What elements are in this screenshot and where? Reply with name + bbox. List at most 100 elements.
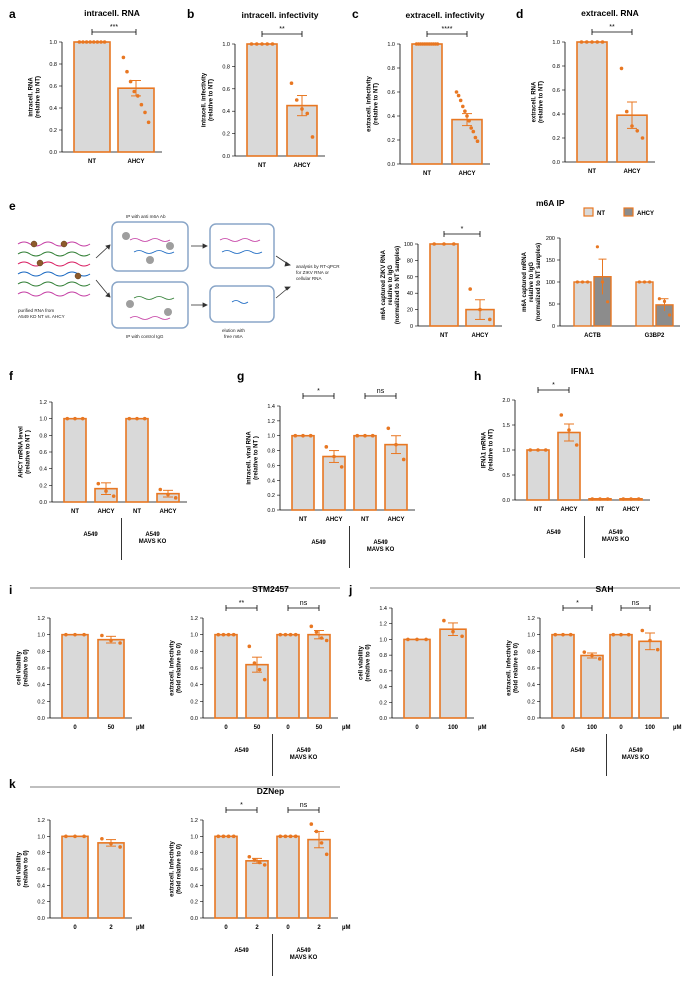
data-point bbox=[262, 863, 267, 867]
text-line: A549 bbox=[373, 540, 388, 546]
category-label: 50 bbox=[108, 725, 115, 731]
category-label: NT bbox=[534, 507, 542, 513]
data-point bbox=[294, 98, 299, 102]
data-point bbox=[629, 497, 633, 501]
data-point bbox=[579, 40, 584, 44]
text-line: m6A captured ZIKV RNA bbox=[381, 249, 387, 319]
y-tick-label: 0.2 bbox=[222, 132, 230, 138]
data-point bbox=[460, 634, 464, 639]
data-point bbox=[146, 120, 151, 125]
data-point bbox=[254, 42, 259, 46]
data-point bbox=[265, 42, 270, 46]
y-axis-label: cell viability(relative to 0) bbox=[17, 649, 30, 686]
chart-c: 0.0 0.2 0.4 0.6 0.8 1.0 extracell. infectivity… bbox=[367, 10, 490, 177]
data-point bbox=[293, 632, 298, 637]
y-tick-label: 80 bbox=[407, 258, 413, 264]
legend-label: NT bbox=[597, 211, 605, 217]
category-label: AHCY bbox=[387, 517, 404, 523]
data-point bbox=[463, 109, 467, 113]
data-point bbox=[270, 42, 275, 46]
y-tick-label: 0.4 bbox=[190, 883, 198, 889]
group-label: A549 MAVS KO bbox=[602, 530, 630, 543]
bar bbox=[117, 87, 155, 153]
bar bbox=[638, 640, 662, 719]
schematic-elution-line: free m6A bbox=[224, 334, 244, 339]
data-point bbox=[257, 667, 262, 672]
data-point bbox=[435, 42, 440, 46]
data-point bbox=[111, 494, 116, 498]
data-point bbox=[283, 834, 288, 839]
data-point bbox=[301, 433, 305, 438]
data-point bbox=[314, 829, 319, 834]
data-point bbox=[528, 448, 533, 452]
data-point bbox=[590, 653, 594, 658]
data-point bbox=[95, 40, 100, 44]
category-label: 2 bbox=[317, 925, 321, 931]
y-tick-label: 1.2 bbox=[37, 818, 45, 824]
text-line: MAVS KO bbox=[290, 955, 318, 961]
bar bbox=[609, 633, 633, 719]
category-label: NT bbox=[588, 169, 596, 175]
significance-label: ** bbox=[609, 24, 615, 31]
category-label: AHCY bbox=[560, 507, 577, 513]
data-point bbox=[309, 822, 314, 826]
text-line: (fold relative to 0) bbox=[177, 643, 183, 693]
data-point bbox=[626, 632, 631, 637]
category-label: NT bbox=[88, 159, 96, 165]
data-point bbox=[249, 42, 254, 46]
category-label: NT bbox=[133, 509, 141, 515]
category-label: 0 bbox=[561, 725, 565, 731]
y-tick-label: 1.4 bbox=[379, 606, 387, 612]
bar bbox=[353, 434, 377, 511]
y-tick-label: 0.0 bbox=[379, 716, 387, 722]
y-tick-label: 1.0 bbox=[527, 633, 535, 639]
data-point bbox=[288, 834, 293, 839]
data-point bbox=[590, 40, 594, 44]
significance-label: * bbox=[576, 600, 579, 607]
y-axis-label: extracell. infectivity(fold relative to … bbox=[170, 639, 183, 695]
y-tick-label: 0.0 bbox=[387, 162, 395, 168]
data-point bbox=[619, 66, 624, 71]
y-tick-label: 0.8 bbox=[527, 649, 535, 655]
y-tick-label: 0.6 bbox=[527, 666, 535, 672]
bar bbox=[73, 41, 111, 153]
panel-label-g: g bbox=[237, 369, 244, 383]
antibody-bead-icons bbox=[122, 232, 174, 316]
bar bbox=[97, 842, 125, 919]
chart-title: m6A IP bbox=[536, 198, 565, 208]
y-tick-label: 0.6 bbox=[37, 867, 45, 873]
data-point bbox=[582, 650, 587, 654]
data-point bbox=[561, 632, 565, 637]
category-label: 0 bbox=[286, 725, 290, 731]
data-point bbox=[468, 287, 473, 291]
text-line: MAVS KO bbox=[290, 755, 318, 761]
data-point bbox=[88, 40, 92, 44]
category-label: NT bbox=[440, 333, 448, 339]
data-point bbox=[166, 492, 170, 497]
data-point bbox=[332, 454, 336, 459]
data-point bbox=[469, 126, 474, 130]
data-point bbox=[289, 81, 294, 85]
data-point bbox=[143, 110, 147, 115]
y-tick-label: 1.0 bbox=[502, 448, 510, 454]
text-line: extracell. RNA bbox=[532, 81, 538, 122]
data-point bbox=[308, 433, 313, 438]
data-point bbox=[288, 632, 293, 637]
y-tick-label: 0.2 bbox=[190, 699, 198, 705]
unit-label: µM bbox=[342, 725, 350, 731]
panel-label-f: f bbox=[9, 369, 14, 383]
y-axis-label: cell viability(relative to 0) bbox=[359, 644, 372, 681]
data-point bbox=[125, 69, 129, 74]
schematic-input-line: A549 KD NT vs. AHCY bbox=[18, 314, 65, 319]
y-tick-label: 0.0 bbox=[502, 498, 510, 504]
chart-h: 0.0 0.5 1.0 1.5 2.0 IFNλ1 mRNA(relative to NT… bbox=[482, 366, 650, 558]
category-label: 100 bbox=[448, 725, 459, 731]
chart-j_left: 0.0 0.2 0.4 0.6 0.8 1.0 1.2 1.4 cell viability(r… bbox=[359, 606, 487, 731]
data-point bbox=[293, 834, 298, 839]
data-point bbox=[257, 860, 262, 865]
data-point bbox=[102, 40, 107, 44]
text-line: A549 bbox=[608, 530, 623, 536]
data-point bbox=[128, 79, 133, 84]
data-point bbox=[567, 428, 571, 432]
significance-label: * bbox=[240, 802, 243, 809]
